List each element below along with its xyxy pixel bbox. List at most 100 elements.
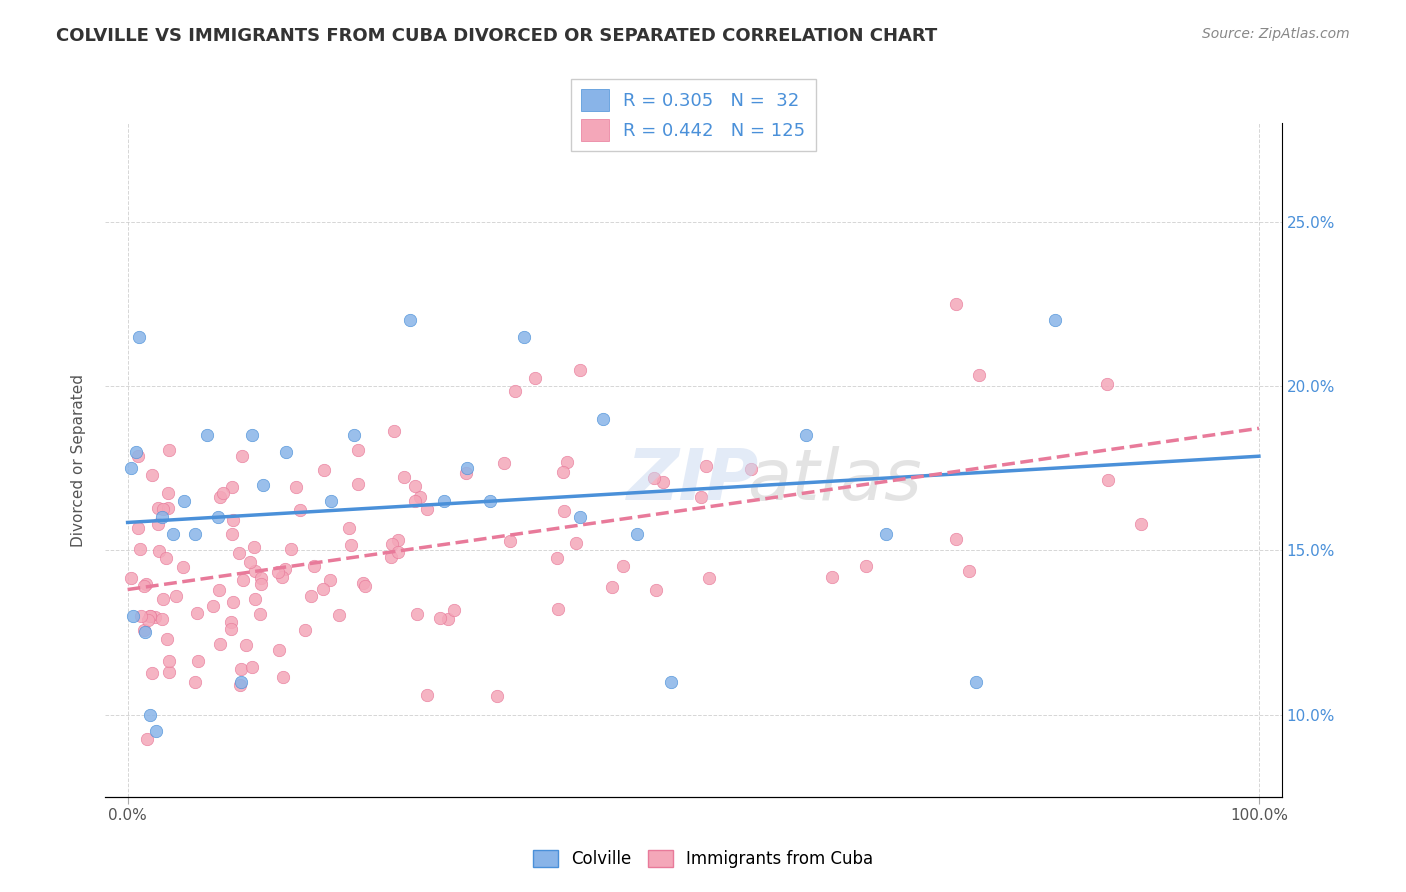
Point — [436, 611, 458, 625]
Point — [569, 510, 592, 524]
Point — [229, 662, 252, 676]
Point — [207, 510, 229, 524]
Point — [184, 527, 207, 541]
Point — [328, 607, 350, 622]
Point — [127, 521, 149, 535]
Point — [274, 445, 297, 459]
Point — [547, 602, 569, 616]
Point — [352, 576, 374, 591]
Point — [299, 589, 322, 603]
Point — [157, 654, 180, 668]
Point — [875, 527, 897, 541]
Point — [222, 595, 245, 609]
Point — [120, 461, 142, 475]
Point — [157, 486, 180, 500]
Point — [404, 479, 426, 493]
Point — [415, 689, 437, 703]
Point — [135, 576, 157, 591]
Point — [187, 654, 209, 668]
Point — [136, 731, 159, 746]
Point — [965, 674, 987, 689]
Point — [346, 443, 368, 458]
Point — [155, 551, 177, 566]
Point — [156, 632, 179, 646]
Point — [321, 494, 343, 508]
Point — [1097, 473, 1119, 487]
Point — [127, 449, 149, 463]
Point — [222, 513, 245, 527]
Point — [252, 477, 274, 491]
Point — [456, 467, 478, 481]
Point — [271, 670, 294, 684]
Point — [134, 625, 156, 640]
Text: COLVILLE VS IMMIGRANTS FROM CUBA DIVORCED OR SEPARATED CORRELATION CHART: COLVILLE VS IMMIGRANTS FROM CUBA DIVORCE… — [56, 27, 938, 45]
Point — [280, 542, 302, 557]
Point — [152, 501, 174, 516]
Point — [120, 571, 142, 585]
Point — [429, 611, 451, 625]
Point — [146, 501, 169, 516]
Point — [129, 542, 152, 557]
Point — [740, 462, 762, 476]
Point — [416, 502, 439, 516]
Point — [347, 477, 370, 491]
Point — [134, 579, 156, 593]
Point — [232, 573, 254, 587]
Point — [221, 622, 243, 636]
Point — [505, 384, 527, 399]
Point — [242, 541, 264, 555]
Point — [443, 603, 465, 617]
Point — [312, 582, 335, 596]
Point — [337, 520, 360, 534]
Point — [456, 461, 478, 475]
Point — [228, 546, 250, 560]
Point — [269, 643, 291, 657]
Point — [555, 454, 578, 468]
Point — [600, 580, 623, 594]
Point — [145, 723, 167, 738]
Point — [212, 486, 235, 500]
Point — [626, 527, 648, 541]
Point — [173, 494, 195, 508]
Point — [659, 674, 682, 689]
Point — [207, 582, 229, 597]
Point — [294, 623, 316, 637]
Point — [221, 527, 243, 541]
Point — [271, 570, 294, 584]
Point — [697, 571, 720, 585]
Point — [957, 564, 980, 578]
Point — [129, 608, 152, 623]
Point — [945, 532, 967, 546]
Point — [249, 607, 271, 622]
Point — [141, 467, 163, 482]
Point — [250, 571, 273, 585]
Point — [821, 570, 844, 584]
Point — [157, 442, 180, 457]
Point — [381, 537, 404, 551]
Point — [132, 623, 155, 637]
Text: ZIP: ZIP — [627, 446, 759, 515]
Point — [122, 609, 145, 624]
Point — [512, 330, 534, 344]
Point — [183, 674, 205, 689]
Point — [201, 599, 224, 613]
Point — [242, 660, 264, 674]
Point — [314, 463, 336, 477]
Point — [221, 480, 243, 494]
Point — [855, 558, 877, 573]
Point — [690, 490, 713, 504]
Point — [239, 555, 262, 569]
Point — [387, 545, 409, 559]
Point — [136, 613, 159, 627]
Point — [157, 501, 180, 516]
Point — [546, 551, 568, 566]
Point — [150, 510, 173, 524]
Point — [551, 465, 574, 479]
Point — [524, 371, 547, 385]
Point — [492, 456, 515, 470]
Point — [146, 517, 169, 532]
Point — [128, 330, 150, 344]
Point — [433, 494, 456, 508]
Point — [612, 559, 634, 574]
Point — [406, 607, 429, 621]
